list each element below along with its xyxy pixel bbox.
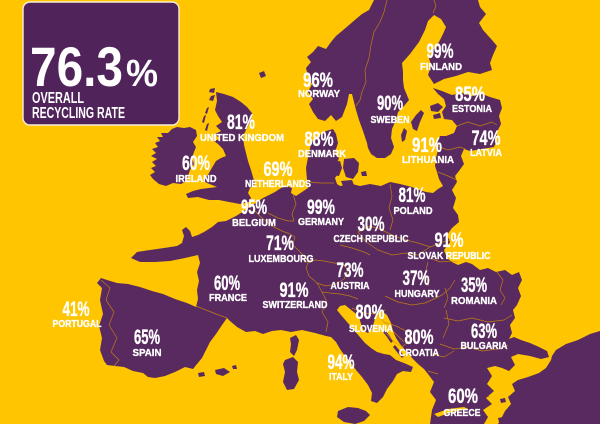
svg-text:CROATIA: CROATIA [399,347,439,359]
svg-text:ESTONIA: ESTONIA [452,103,492,115]
svg-text:SPAIN: SPAIN [133,347,162,359]
svg-text:AUSTRIA: AUSTRIA [331,280,370,292]
svg-text:74%: 74% [472,127,501,150]
svg-text:81%: 81% [399,184,426,207]
svg-text:65%: 65% [134,326,160,349]
svg-text:RECYCLING RATE: RECYCLING RATE [32,105,125,122]
svg-text:SLOVAK REPUBLIC: SLOVAK REPUBLIC [408,250,491,262]
svg-text:LATVIA: LATVIA [470,147,502,159]
svg-text:91%: 91% [435,229,464,252]
svg-text:GREECE: GREECE [444,407,481,419]
svg-text:80%: 80% [356,301,385,324]
svg-text:PORTUGAL: PORTUGAL [53,318,102,330]
svg-text:76.3: 76.3 [30,35,123,98]
svg-text:SWEBEN: SWEBEN [371,114,410,126]
svg-text:LITHUANIA: LITHUANIA [402,154,454,166]
svg-text:%: % [126,53,158,95]
svg-text:81%: 81% [227,111,255,134]
svg-text:OVERALL: OVERALL [32,90,84,107]
svg-text:85%: 85% [455,83,485,106]
svg-text:FINLAND: FINLAND [420,61,462,73]
svg-text:LUXEMBOURG: LUXEMBOURG [249,253,314,265]
svg-text:SLOVENIA: SLOVENIA [349,323,393,335]
svg-text:DENMARK: DENMARK [298,148,346,160]
svg-text:35%: 35% [461,274,487,297]
svg-text:37%: 37% [403,267,430,290]
svg-text:90%: 90% [377,92,403,115]
svg-text:99%: 99% [427,40,454,63]
svg-text:POLAND: POLAND [394,205,433,217]
svg-text:80%: 80% [405,326,434,349]
svg-text:IRELAND: IRELAND [176,173,217,185]
svg-text:91%: 91% [412,134,442,157]
svg-text:GERMANY: GERMANY [298,216,344,228]
svg-text:60%: 60% [448,385,478,408]
svg-text:96%: 96% [303,69,333,92]
svg-text:60%: 60% [182,152,210,175]
svg-text:NETHERLANDS: NETHERLANDS [245,178,311,190]
svg-text:30%: 30% [358,213,385,236]
svg-text:71%: 71% [266,232,294,255]
svg-text:NORWAY: NORWAY [298,88,340,100]
svg-text:ROMANIA: ROMANIA [451,295,497,307]
svg-text:SWITZERLAND: SWITZERLAND [263,299,328,311]
svg-text:63%: 63% [471,320,497,343]
svg-text:41%: 41% [63,298,90,321]
svg-text:UNITED KINGDOM: UNITED KINGDOM [200,132,284,144]
svg-text:60%: 60% [214,272,240,295]
svg-text:94%: 94% [328,351,355,374]
svg-text:73%: 73% [337,259,364,282]
svg-text:CZECH REPUBLIC: CZECH REPUBLIC [334,233,409,245]
svg-text:ITALY: ITALY [329,371,353,383]
svg-text:FRANCE: FRANCE [209,292,247,304]
svg-text:69%: 69% [264,158,293,181]
svg-text:BELGIUM: BELGIUM [232,217,276,229]
svg-text:HUNGARY: HUNGARY [395,288,440,300]
svg-text:88%: 88% [305,128,334,151]
svg-text:91%: 91% [280,279,309,302]
svg-text:99%: 99% [307,196,335,219]
svg-text:BULGARIA: BULGARIA [461,340,508,352]
svg-text:95%: 95% [241,196,267,219]
